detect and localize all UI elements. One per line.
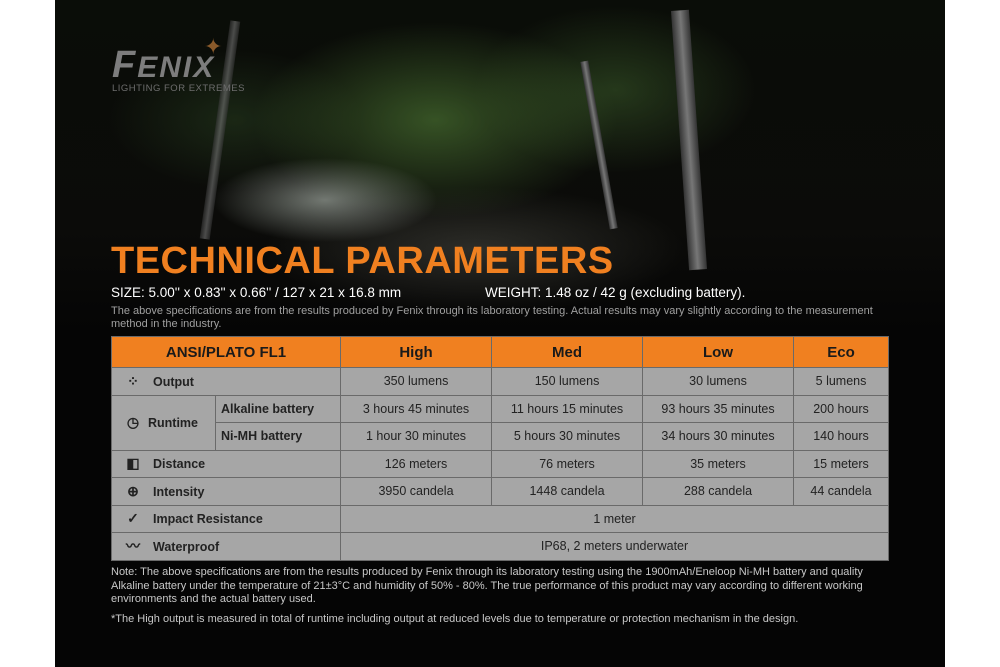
weight-spec: WEIGHT: 1.48 oz / 42 g (excluding batter… <box>485 285 746 300</box>
cell: 1 hour 30 minutes <box>340 422 493 451</box>
forest-night-photo <box>55 0 945 330</box>
cell: 126 meters <box>340 449 493 478</box>
cell: 200 hours <box>793 394 890 423</box>
header-low: Low <box>642 336 795 368</box>
row-label: Output <box>153 374 194 389</box>
star-icon: ✦ <box>204 34 223 59</box>
header-eco: Eco <box>793 336 890 368</box>
cell: 34 hours 30 minutes <box>642 422 795 451</box>
cell: 350 lumens <box>340 367 493 396</box>
header-row: ANSI/PLATO FL1 High Med Low Eco <box>110 336 890 368</box>
fenix-logo: ✦ FENIX LIGHTING FOR EXTREMES <box>112 34 245 94</box>
table-row: 〰 Waterproof IP68, 2 meters underwater <box>110 532 890 561</box>
cell: 35 meters <box>642 449 795 478</box>
cell: 76 meters <box>491 449 644 478</box>
spec-panel: ✦ FENIX LIGHTING FOR EXTREMES TECHNICAL … <box>55 0 945 667</box>
table-row: ⁘ Output 350 lumens 150 lumens 30 lumens … <box>110 367 890 396</box>
sub-label: Alkaline battery <box>214 394 342 423</box>
sub-label: Ni-MH battery <box>214 422 342 451</box>
cell: 3950 candela <box>340 477 493 506</box>
waterproof-splash-icon: 〰 <box>126 538 140 555</box>
table-row: ◧ Distance 126 meters 76 meters 35 meters… <box>110 449 890 478</box>
size-spec: SIZE: 5.00'' x 0.83'' x 0.66'' / 127 x 2… <box>111 285 402 300</box>
table-row: ⊕ Intensity 3950 candela 1448 candela 288… <box>110 477 890 506</box>
cell: 1 meter <box>340 504 890 533</box>
row-label: Impact Resistance <box>153 512 263 527</box>
cell: 5 hours 30 minutes <box>491 422 644 451</box>
header-standard: ANSI/PLATO FL1 <box>110 336 342 368</box>
row-label: Runtime <box>148 416 198 430</box>
impact-check-icon: ✓ <box>127 510 139 527</box>
cell: IP68, 2 meters underwater <box>340 532 890 561</box>
output-burst-icon: ⁘ <box>127 372 139 389</box>
intensity-target-icon: ⊕ <box>127 482 139 499</box>
table-row: ✓ Impact Resistance 1 meter <box>110 504 890 533</box>
cell: 3 hours 45 minutes <box>340 394 493 423</box>
clock-icon: ◷ <box>126 414 140 430</box>
row-label: Distance <box>153 457 206 472</box>
row-label: Waterproof <box>153 540 220 555</box>
page-title: TECHNICAL PARAMETERS <box>111 240 614 282</box>
cell: 140 hours <box>793 422 890 451</box>
cell: 288 candela <box>642 477 795 506</box>
cell: 5 lumens <box>793 367 890 396</box>
cell: 93 hours 35 minutes <box>642 394 795 423</box>
disclaimer: The above specifications are from the re… <box>111 305 873 330</box>
cell: 150 lumens <box>491 367 644 396</box>
cell: 44 candela <box>793 477 890 506</box>
footnote: *The High output is measured in total of… <box>111 613 799 625</box>
note: Note: The above specifications are from … <box>111 566 863 605</box>
header-med: Med <box>491 336 644 368</box>
cell: 1448 candela <box>491 477 644 506</box>
row-label: Intensity <box>153 484 205 499</box>
distance-beam-icon: ◧ <box>126 455 140 472</box>
cell: 15 meters <box>793 449 890 478</box>
header-high: High <box>340 336 493 368</box>
table-row: ◷ Runtime Alkaline battery 3 hours 45 min… <box>111 394 890 451</box>
spec-table: ANSI/PLATO FL1 High Med Low Eco ⁘ Output … <box>110 336 890 561</box>
table-row: Ni-MH battery 1 hour 30 minutes 5 hours … <box>112 422 890 451</box>
cell: 30 lumens <box>642 367 795 396</box>
cell: 11 hours 15 minutes <box>491 394 644 423</box>
